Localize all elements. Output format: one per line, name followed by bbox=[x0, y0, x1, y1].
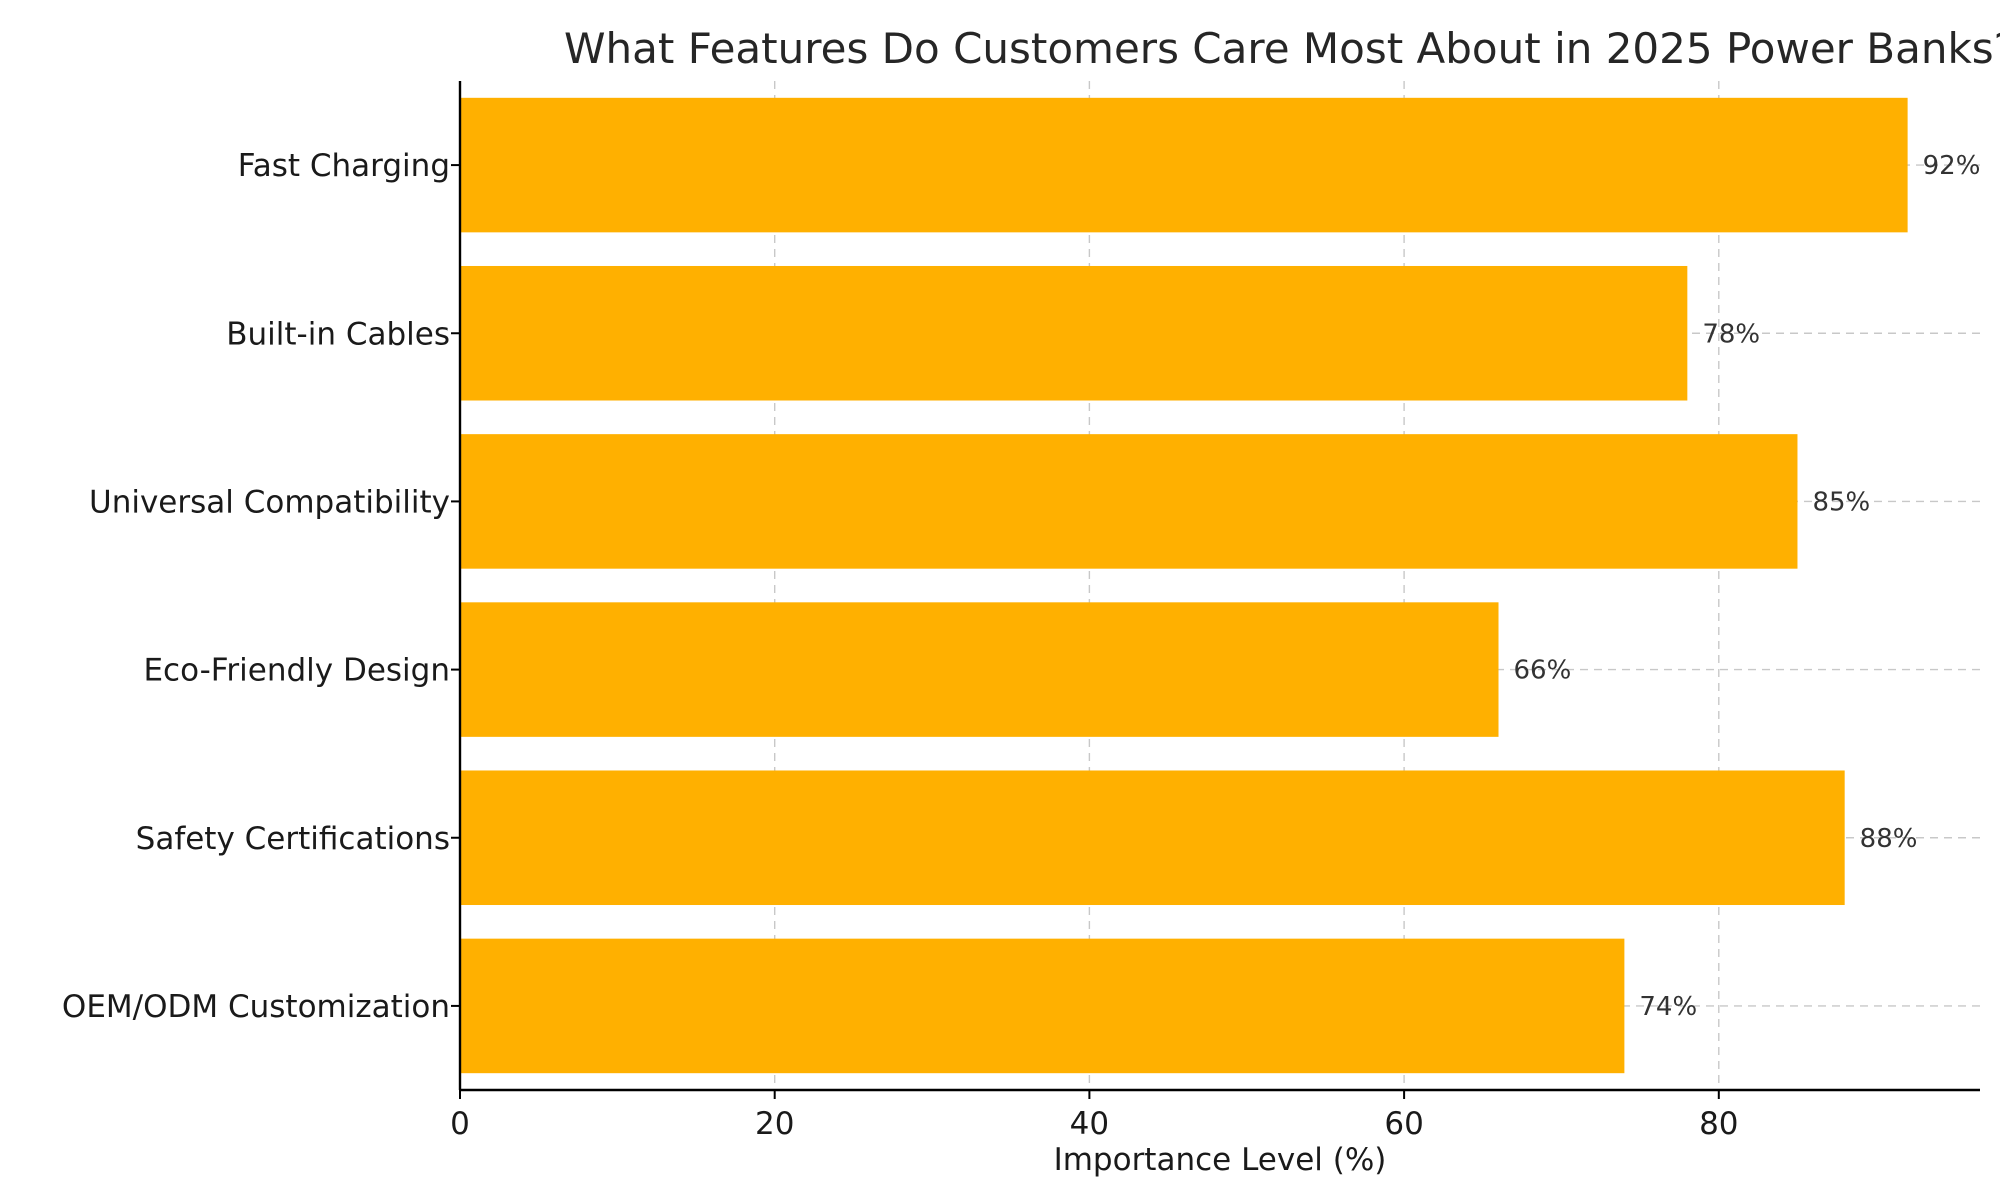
category-label: Built-in Cables bbox=[226, 316, 450, 352]
category-label: OEM/ODM Customization bbox=[62, 989, 450, 1025]
bar bbox=[460, 434, 1798, 569]
category-label: Fast Charging bbox=[238, 148, 450, 184]
x-tick-label: 20 bbox=[755, 1106, 794, 1142]
bar bbox=[460, 97, 1908, 233]
category-labels: Fast Charging Built-in Cables Universal Co… bbox=[62, 148, 450, 1025]
category-label: Safety Certifications bbox=[136, 821, 450, 857]
category-label: Universal Compatibility bbox=[89, 484, 450, 520]
chart-title: What Features Do Customers Care Most Abo… bbox=[564, 24, 2000, 73]
axes bbox=[451, 81, 1980, 1099]
x-tick-label: 0 bbox=[450, 1106, 470, 1142]
x-tick-label: 60 bbox=[1384, 1106, 1423, 1142]
x-tick-label: 40 bbox=[1070, 1106, 1109, 1142]
bar-value-label: 66% bbox=[1514, 656, 1572, 686]
bars bbox=[460, 97, 1908, 1074]
bar-value-label: 78% bbox=[1702, 319, 1760, 349]
bar-value-label: 88% bbox=[1860, 824, 1918, 854]
bar bbox=[460, 265, 1688, 401]
x-tick-label: 80 bbox=[1699, 1106, 1738, 1142]
x-tick-labels: 0 20 40 60 80 bbox=[450, 1106, 1738, 1142]
bar-value-label: 85% bbox=[1812, 487, 1870, 517]
bar-value-label: 74% bbox=[1639, 992, 1697, 1022]
bar bbox=[460, 602, 1499, 737]
bar bbox=[460, 770, 1845, 906]
bar-value-label: 92% bbox=[1923, 151, 1981, 181]
value-labels: 92% 78% 85% 66% 88% 74% bbox=[1514, 151, 1981, 1022]
x-axis-title: Importance Level (%) bbox=[1054, 1142, 1387, 1178]
category-label: Eco-Friendly Design bbox=[143, 653, 450, 689]
bar bbox=[460, 938, 1625, 1074]
